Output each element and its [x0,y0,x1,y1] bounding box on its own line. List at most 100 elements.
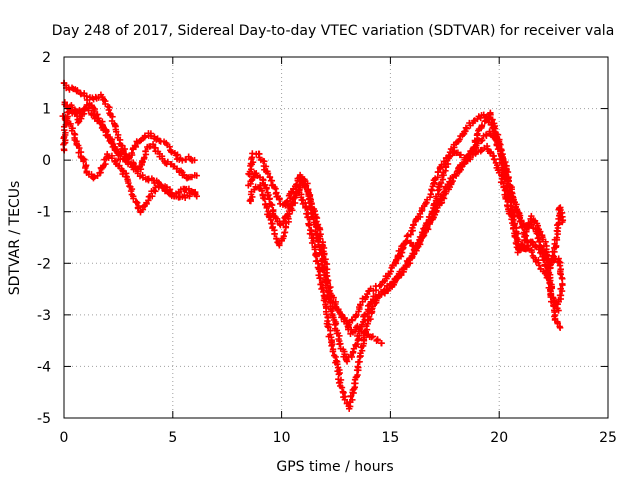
y-tick-label: -1 [37,205,51,221]
x-tick-label: 5 [168,430,177,446]
data-point-trace-4 [191,156,198,164]
data-point-trace-5 [348,316,356,323]
data-point-trace-6 [347,393,355,400]
data-point-trace-8 [344,320,351,328]
data-point-trace-6 [324,323,331,330]
data-point-trace-9 [544,270,552,277]
data-point-trace-4 [91,107,98,115]
y-tick-label: -3 [37,308,51,324]
data-point-trace-9 [474,130,481,137]
data-point-trace-5 [463,125,470,132]
data-point-trace-6 [506,210,514,217]
data-point-trace-5 [387,268,395,275]
chart-title: Day 248 of 2017, Sidereal Day-to-day VTE… [52,23,615,39]
data-marks [59,79,567,412]
data-point-trace-6 [338,384,346,391]
data-point-trace-6 [317,281,324,288]
data-point-trace-7 [538,244,545,251]
data-point-trace-5 [327,283,334,291]
data-point-trace-8 [369,333,377,340]
data-point-trace-6 [355,358,362,366]
data-point-trace-1 [149,141,157,148]
data-point-trace-7 [325,288,333,295]
data-point-trace-6 [517,246,525,253]
x-tick-label: 15 [381,430,399,446]
data-point-trace-6 [268,220,275,227]
data-point-trace-6 [557,285,564,293]
data-point-trace-7 [460,160,467,168]
data-point-trace-2 [139,171,146,179]
data-point-trace-7 [528,221,536,228]
data-point-trace-4 [109,140,116,147]
data-point-trace-6 [308,239,316,247]
data-point-trace-9 [393,256,400,264]
data-point-trace-7 [356,332,363,339]
data-point-trace-6 [305,222,313,229]
data-point-trace-4 [111,143,119,151]
axis-ticks [63,56,609,419]
data-point-trace-4 [147,132,155,140]
grid-lines [64,57,608,418]
data-point-trace-9 [426,213,433,221]
data-point-trace-4 [74,119,82,126]
data-point-trace-4 [128,149,135,157]
data-point-trace-9 [528,248,536,256]
data-point-trace-6 [334,361,341,368]
data-point-trace-3 [125,179,132,187]
y-tick-label: -5 [37,411,51,427]
data-point-trace-5 [266,174,274,181]
data-point-trace-7 [478,136,486,144]
data-point-trace-5 [249,159,257,166]
data-point-trace-6 [328,342,335,350]
data-point-trace-1 [173,165,180,172]
data-point-trace-3 [102,160,109,168]
data-point-trace-3 [91,173,98,181]
y-tick-label: 2 [42,50,51,66]
data-point-trace-1 [142,147,149,155]
data-point-trace-7 [328,307,335,315]
data-point-trace-6 [273,235,280,242]
data-point-trace-6 [311,246,318,253]
data-point-trace-9 [487,111,494,118]
data-point-trace-5 [283,198,290,206]
data-point-trace-3 [193,193,200,200]
data-point-trace-5 [428,186,435,193]
data-point-trace-6 [271,230,278,238]
y-tick-label: -4 [37,359,51,375]
data-point-trace-5 [456,136,463,143]
data-point-trace-3 [82,164,89,172]
data-point-trace-7 [390,281,397,289]
y-tick-label: -2 [37,256,51,272]
data-point-trace-6 [252,183,259,190]
data-point-trace-9 [429,208,436,215]
data-point-trace-6 [490,155,498,163]
data-point-trace-9 [545,269,553,276]
data-point-trace-9 [535,262,543,269]
x-tick-label: 25 [599,430,617,446]
data-point-trace-5 [264,170,272,177]
data-point-trace-7 [402,262,409,269]
data-point-trace-6 [263,204,270,212]
data-point-trace-7 [291,194,299,201]
data-point-trace-9 [490,124,498,131]
data-point-trace-3 [90,174,97,182]
data-point-trace-6 [341,396,349,403]
x-axis-label: GPS time / hours [276,459,393,475]
data-point-trace-8 [351,328,359,335]
data-point-trace-4 [94,111,101,118]
data-point-trace-1 [68,84,76,91]
data-point-trace-8 [378,340,385,347]
data-point-trace-7 [546,279,553,286]
data-point-trace-9 [519,224,526,231]
data-point-trace-9 [402,238,410,246]
data-point-trace-9 [437,179,445,187]
data-point-trace-7 [313,234,320,241]
data-point-trace-4 [179,157,186,164]
data-point-trace-9 [444,160,452,168]
y-tick-labels: 2 1 0 -1 -2 -3 -4 -5 [37,50,51,427]
data-point-trace-5 [557,271,564,278]
data-point-trace-7 [332,320,340,327]
data-point-trace-1 [113,128,120,135]
data-point-trace-5 [410,221,417,228]
